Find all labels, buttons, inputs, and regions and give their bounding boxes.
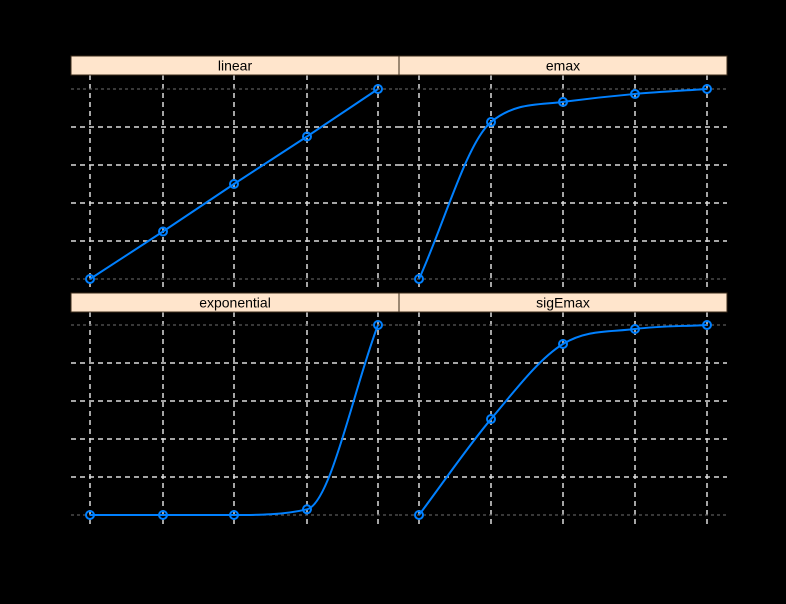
horizontal-gridlines: [71, 88, 399, 280]
data-markers: [414, 320, 712, 520]
data-point: [373, 84, 383, 94]
strip-sigEmax: sigEmax: [398, 292, 728, 313]
vertical-gridlines: [418, 75, 708, 291]
vertical-gridlines: [89, 312, 379, 527]
data-markers: [85, 320, 383, 520]
data-point: [558, 339, 568, 349]
data-point: [486, 117, 496, 128]
strip-label: exponential: [199, 295, 271, 311]
horizontal-gridlines: [399, 88, 727, 280]
data-point: [414, 510, 424, 520]
panel-emax: emax: [398, 55, 728, 291]
data-point: [85, 274, 95, 284]
data-line: [89, 88, 379, 280]
horizontal-gridlines: [71, 324, 399, 516]
data-point: [158, 510, 168, 520]
data-point: [85, 510, 95, 520]
panel-sigEmax: sigEmax: [398, 292, 728, 527]
panel-exponential: exponential: [70, 292, 400, 527]
data-point: [302, 504, 312, 515]
data-point: [229, 179, 239, 189]
data-markers: [85, 84, 383, 284]
strip-emax: emax: [398, 55, 728, 76]
horizontal-gridlines: [399, 324, 727, 516]
data-line: [418, 324, 708, 516]
strip-label: sigEmax: [536, 295, 590, 311]
strip-exponential: exponential: [70, 292, 400, 313]
strip-label: linear: [218, 58, 253, 74]
data-point: [702, 84, 712, 94]
data-point: [702, 320, 712, 330]
data-point: [373, 320, 383, 330]
data-point: [630, 88, 640, 99]
strip-label: emax: [546, 58, 580, 74]
data-markers: [414, 84, 712, 284]
data-point: [630, 323, 640, 334]
data-point: [158, 226, 168, 237]
data-point: [414, 274, 424, 284]
panels-layer: linear emax exponential sigEmax: [70, 55, 728, 527]
strip-linear: linear: [70, 55, 400, 76]
data-point: [486, 414, 496, 425]
data-line: [90, 324, 379, 516]
data-line: [418, 88, 708, 280]
data-point: [229, 510, 239, 520]
data-point: [302, 131, 312, 142]
panel-linear: linear: [70, 55, 400, 291]
data-point: [558, 96, 568, 107]
